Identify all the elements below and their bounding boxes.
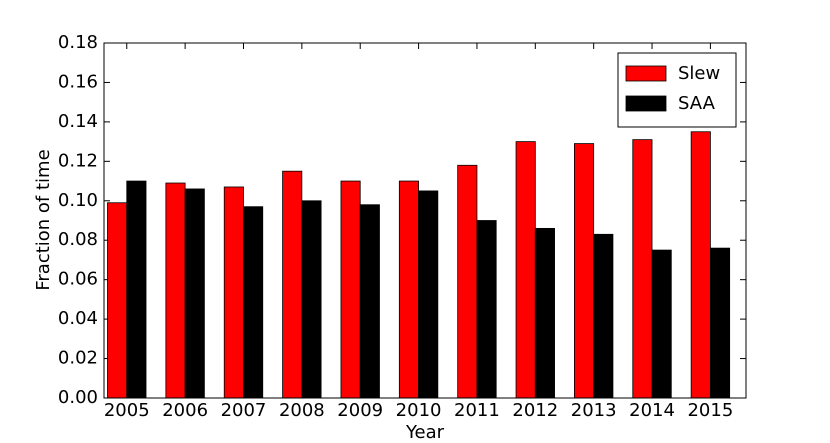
- bar: [709, 247, 731, 399]
- legend-swatch: [625, 65, 667, 82]
- x-tick-label: 2005: [104, 400, 150, 421]
- legend-box: [617, 52, 737, 128]
- bar: [515, 141, 536, 399]
- y-axis-label: Fraction of time: [33, 149, 54, 290]
- y-tick-label: 0.06: [58, 269, 98, 290]
- y-tick-label: 0.10: [58, 190, 98, 211]
- bar: [223, 186, 244, 399]
- x-tick-label: 2014: [629, 400, 675, 421]
- legend-swatch: [625, 95, 667, 112]
- y-tick-label: 0.14: [58, 111, 98, 132]
- bar: [632, 139, 653, 399]
- x-tick-label: 2010: [396, 400, 442, 421]
- y-tick-label: 0.18: [58, 32, 98, 53]
- bar: [476, 220, 497, 399]
- bar: [282, 170, 303, 399]
- bar: [651, 249, 672, 399]
- plot-frame: [103, 42, 747, 399]
- x-tick-label: 2011: [454, 400, 500, 421]
- bar: [574, 143, 595, 399]
- y-tick-label: 0.16: [58, 71, 98, 92]
- bar: [359, 204, 380, 399]
- bar: [593, 233, 614, 399]
- y-tick-label: 0.02: [58, 348, 98, 369]
- x-tick-label: 2012: [512, 400, 558, 421]
- x-tick-label: 2008: [279, 400, 325, 421]
- bar: [301, 200, 322, 399]
- bar: [534, 227, 555, 399]
- y-tick-label: 0.04: [58, 308, 98, 329]
- x-axis-label: Year: [405, 422, 445, 443]
- bar: [243, 206, 264, 399]
- bar: [107, 202, 128, 399]
- x-tick-label: 2015: [687, 400, 733, 421]
- x-tick-label: 2007: [221, 400, 267, 421]
- x-tick-label: 2013: [571, 400, 617, 421]
- y-tick-label: 0.00: [58, 387, 98, 408]
- bar: [418, 190, 439, 399]
- legend-label: Slew: [678, 63, 720, 84]
- legend-label: SAA: [678, 93, 716, 114]
- bar: [690, 131, 711, 399]
- x-tick-label: 2006: [162, 400, 208, 421]
- y-tick-label: 0.08: [58, 229, 98, 250]
- bar: [184, 188, 205, 399]
- x-tick-label: 2009: [337, 400, 383, 421]
- bar: [457, 164, 478, 399]
- bar: [398, 180, 419, 399]
- bar: [165, 182, 186, 399]
- bar: [340, 180, 361, 399]
- bar: [126, 180, 147, 399]
- y-tick-label: 0.12: [58, 150, 98, 171]
